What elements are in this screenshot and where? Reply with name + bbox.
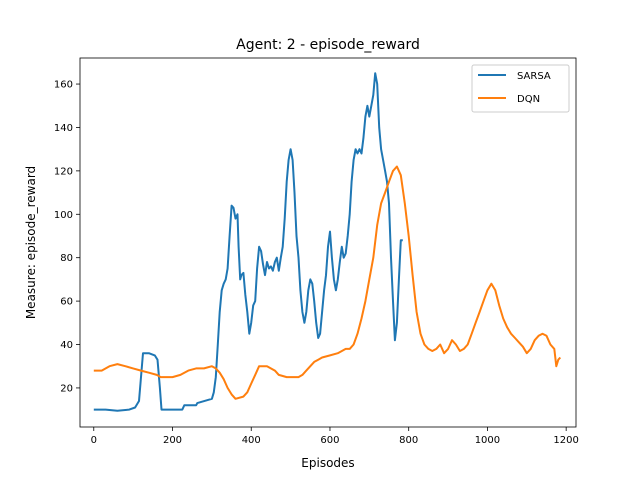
x-tick-label: 800	[399, 435, 418, 446]
series-layer	[93, 72, 562, 412]
legend-box	[471, 64, 570, 113]
y-tick-label: 80	[60, 253, 73, 264]
legend: SARSA DQN	[471, 64, 570, 113]
x-axis-label: Episodes	[301, 456, 354, 470]
y-tick-label: 100	[54, 210, 73, 221]
y-tick-label: 20	[60, 383, 73, 394]
legend-label-sarsa: SARSA	[517, 71, 551, 82]
x-tick-label: 600	[320, 435, 339, 446]
series-line-sarsa	[93, 72, 403, 412]
y-tick-label: 60	[60, 297, 73, 308]
legend-label-dqn: DQN	[517, 94, 540, 105]
x-tick-label: 400	[242, 435, 261, 446]
x-tick-label: 200	[163, 435, 182, 446]
y-tick-label: 40	[60, 340, 73, 351]
x-tick-label: 0	[91, 435, 97, 446]
y-tick-label: 160	[54, 80, 73, 91]
y-tick-label: 120	[54, 166, 73, 177]
x-tick-label: 1200	[553, 435, 578, 446]
y-axis-ticks: 20 40 60 80 100 120 140 160	[54, 80, 80, 394]
x-axis-ticks: 0 200 400 600 800 1000 1200	[91, 427, 579, 446]
chart-title: Agent: 2 - episode_reward	[236, 37, 420, 53]
y-tick-label: 140	[54, 123, 73, 134]
x-tick-label: 1000	[475, 435, 500, 446]
series-line-dqn	[93, 165, 562, 400]
y-axis-label: Measure: episode_reward	[24, 166, 38, 319]
plot-frame	[79, 57, 577, 428]
